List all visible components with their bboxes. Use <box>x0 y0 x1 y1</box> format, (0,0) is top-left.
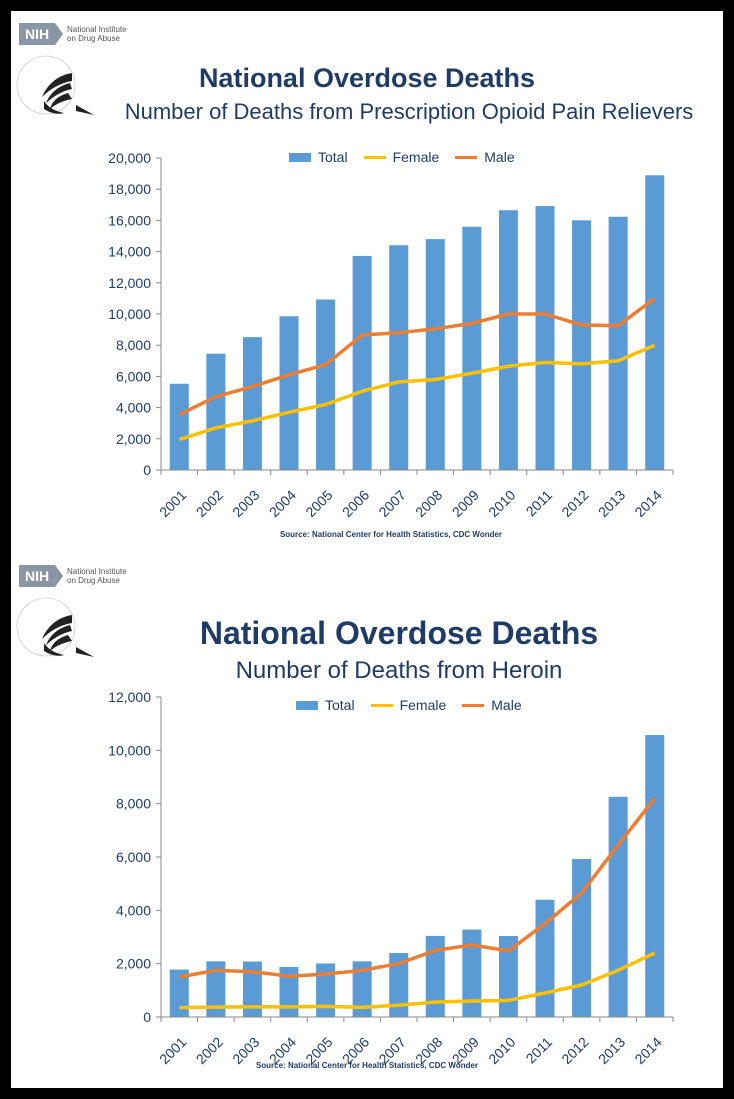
y-tick-label: 8,000 <box>116 796 151 812</box>
bar-total <box>169 383 189 470</box>
bar-total <box>608 216 628 470</box>
y-tick-label: 14,000 <box>108 244 151 260</box>
bar-total <box>389 953 409 1017</box>
y-tick-label: 4,000 <box>116 902 151 918</box>
x-tick-label: 2010 <box>485 487 518 520</box>
bar-total <box>242 337 262 470</box>
y-tick-label: 0 <box>143 1009 151 1025</box>
bar-total <box>279 316 299 470</box>
bar-total <box>572 220 592 470</box>
legend-total: Total <box>296 697 355 713</box>
panel-prescription-opioids: NIH National Institute on Drug Abuse Nat… <box>11 11 723 546</box>
bar-total <box>462 226 482 470</box>
hhs-eagle-icon <box>16 597 94 657</box>
x-tick-label: 2008 <box>412 487 445 520</box>
bar-total <box>462 929 482 1017</box>
bar-total <box>242 961 262 1017</box>
series-line-male <box>178 797 657 979</box>
x-tick-label: 2014 <box>631 487 664 520</box>
bar-total <box>169 969 189 1017</box>
x-tick-label: 2013 <box>595 487 628 520</box>
hhs-eagle-icon <box>16 55 94 115</box>
x-tick-label: 2009 <box>449 487 482 520</box>
y-tick-label: 6,000 <box>116 368 151 384</box>
nih-logo: NIH National Institute on Drug Abuse <box>19 565 147 587</box>
series-line-female <box>178 343 656 442</box>
y-tick-label: 4,000 <box>116 400 151 416</box>
nih-subtitle: National Institute on Drug Abuse <box>67 567 127 585</box>
chart-subtitle: Number of Deaths from Heroin <box>235 657 563 684</box>
y-tick-label: 8,000 <box>116 337 151 353</box>
bar-total <box>498 936 518 1017</box>
y-tick-label: 18,000 <box>108 181 151 197</box>
x-tick-label: 2011 <box>523 487 556 520</box>
chart-title: National Overdose Deaths <box>199 615 599 651</box>
y-tick-label: 2,000 <box>116 956 151 972</box>
bar-total <box>352 255 372 470</box>
chart-source: Source: National Center for Health Stati… <box>255 1061 479 1070</box>
bar-total <box>352 961 372 1017</box>
nih-badge: NIH <box>19 565 63 587</box>
y-tick-label: 12,000 <box>108 689 151 705</box>
series-line-male <box>178 296 656 417</box>
series-line-female <box>179 951 656 1010</box>
bar-total <box>425 239 445 470</box>
bar-total <box>206 961 226 1017</box>
x-tick-label: 2012 <box>558 487 591 520</box>
x-tick-label: 2002 <box>193 487 226 520</box>
bar-total <box>645 735 665 1017</box>
chart-subtitle: Number of Deaths from Prescription Opioi… <box>124 99 694 124</box>
panel-heroin: NIH National Institute on Drug Abuse Nat… <box>11 553 723 1088</box>
y-tick-label: 6,000 <box>116 849 151 865</box>
nih-badge: NIH <box>19 23 63 45</box>
bar-total <box>316 963 336 1017</box>
legend: Total Female Male <box>296 697 538 713</box>
bar-total <box>425 935 445 1017</box>
x-tick-label: 2005 <box>302 487 335 520</box>
bar-total <box>498 210 518 471</box>
x-tick-label: 2004 <box>266 487 299 520</box>
x-tick-label: 2007 <box>375 487 408 520</box>
bar-total <box>608 796 628 1017</box>
bar-total <box>206 353 226 470</box>
legend-female: Female <box>363 149 439 165</box>
chart-prescription-opioids: 0 2,000 4,000 6,000 8,000 10,000 12,000 14,000 1… <box>108 150 674 520</box>
legend-female: Female <box>370 697 446 713</box>
y-tick-label: 12,000 <box>108 275 151 291</box>
y-tick-label: 16,000 <box>108 212 151 228</box>
y-tick-label: 2,000 <box>116 431 151 447</box>
legend: Total Female Male <box>289 149 531 165</box>
x-tick-label: 2006 <box>339 487 372 520</box>
legend-male: Male <box>455 149 515 165</box>
y-tick-label: 20,000 <box>108 150 151 166</box>
legend-male: Male <box>462 697 522 713</box>
bar-total <box>535 206 555 471</box>
legend-total: Total <box>289 149 348 165</box>
nih-subtitle: National Institute on Drug Abuse <box>67 25 127 43</box>
y-tick-label: 10,000 <box>108 306 151 322</box>
bar-total <box>316 299 336 470</box>
bar-total <box>279 966 299 1017</box>
x-tick-label: 2003 <box>229 487 262 520</box>
y-tick-label: 10,000 <box>108 742 151 758</box>
y-tick-label: 0 <box>143 462 151 478</box>
nih-logo: NIH National Institute on Drug Abuse <box>19 23 147 45</box>
x-tick-label: 2001 <box>156 487 189 520</box>
bar-total <box>645 175 665 470</box>
figure-frame: NIH National Institute on Drug Abuse Nat… <box>11 11 723 1088</box>
bar-total <box>389 245 409 470</box>
chart-source: Source: National Center for Health Stati… <box>279 530 503 539</box>
chart-title: National Overdose Deaths <box>198 63 536 93</box>
